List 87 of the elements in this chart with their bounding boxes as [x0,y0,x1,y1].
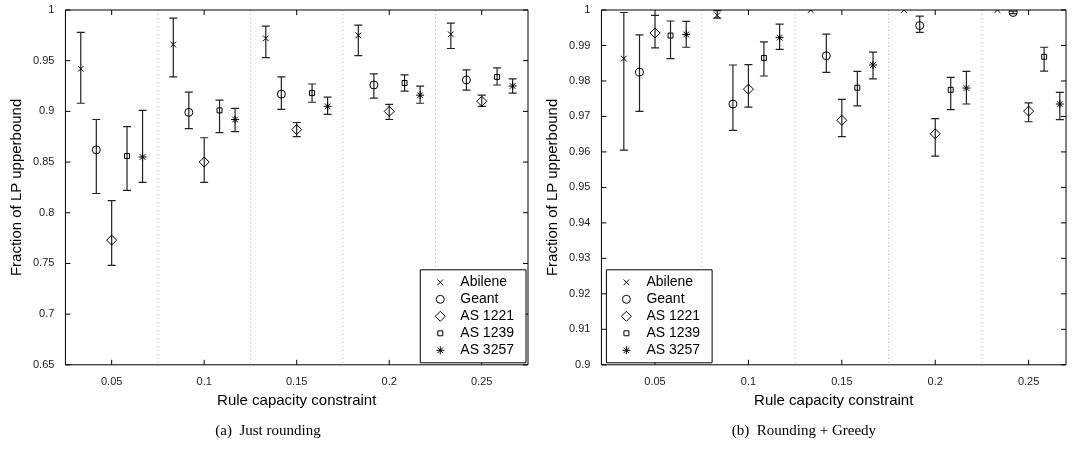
y-tick-label: 1 [48,3,55,16]
point [929,128,941,140]
point [821,51,831,61]
y-tick-label: 1 [584,3,591,16]
point [854,84,861,91]
point [447,31,455,38]
x-tick-label: 0.2 [927,375,943,388]
y-tick-label: 0.75 [32,256,55,269]
x-tick-label: 0.15 [831,375,853,388]
point [262,35,270,42]
legend-label: AS 3257 [646,341,701,358]
y-tick-label: 0.9 [39,104,55,117]
point [354,32,362,39]
point [184,107,194,117]
point [461,75,471,85]
point [77,65,85,73]
x-axis-title: Rule capacity constraint [217,391,378,409]
y-axis-title: Fraction of LP upperbound [7,98,25,277]
y-tick-label: 0.85 [32,155,55,168]
point [309,90,316,97]
x-tick-label: 0.1 [740,375,757,388]
point [667,32,674,39]
text: (b) Rounding + Greedy [730,422,878,439]
point [649,27,661,39]
legend-label: AS 1239 [646,324,701,341]
point [323,101,333,111]
point [1023,105,1035,117]
point [401,80,408,86]
x-axis-title: Rule capacity constraint [754,391,915,409]
point [961,83,971,93]
text: (a) Just rounding [214,422,322,439]
point [383,105,395,117]
x-tick-label: 0.25 [471,375,493,388]
point [742,83,754,95]
legend-label: AS 3257 [460,341,515,358]
point [681,29,691,39]
y-tick-label: 0.92 [568,286,591,299]
point [635,67,645,77]
point [760,54,767,61]
y-axis-title: Fraction of LP upperbound [543,98,561,277]
point [868,60,878,70]
point [620,55,628,62]
x-tick-label: 0.25 [1017,375,1040,388]
point [216,107,223,114]
point [915,21,925,31]
point [1041,53,1048,60]
y-tick-label: 0.65 [32,357,55,370]
legend-label: Abilene [646,273,694,290]
y-tick-label: 0.9 [575,357,591,370]
point [138,152,148,162]
point [494,73,501,80]
x-tick-label: 0.05 [100,375,123,388]
y-tick-label: 0.8 [39,205,55,218]
point [169,41,177,48]
y-tick-label: 0.91 [568,322,591,335]
y-tick-label: 0.95 [568,180,591,193]
point [106,234,118,246]
x-tick-label: 0.2 [381,375,397,388]
point [198,156,210,168]
point [276,89,286,99]
point [836,114,848,126]
x-tick-label: 0.15 [285,375,308,388]
point [230,114,240,124]
x-tick-label: 0.05 [644,375,666,388]
legend-label: Abilene [460,273,508,290]
point [947,86,954,93]
point [1055,99,1065,109]
point [728,99,738,109]
point [124,153,130,159]
y-tick-label: 0.94 [568,215,591,228]
x-tick-label: 0.1 [196,375,212,388]
point [415,90,425,100]
legend-label: AS 1239 [460,324,515,341]
point [369,80,379,90]
legend-label: Geant [460,290,499,307]
y-tick-label: 0.95 [32,53,55,66]
y-tick-label: 0.96 [568,144,591,157]
point [775,33,785,43]
point [91,145,101,155]
legend-label: AS 1221 [460,307,515,324]
y-tick-label: 0.98 [568,73,591,86]
y-tick-label: 0.99 [568,38,591,51]
y-tick-label: 0.93 [568,251,591,264]
legend-label: AS 1221 [646,307,701,324]
y-tick-label: 0.97 [568,109,591,122]
legend-label: Geant [646,290,685,307]
y-tick-label: 0.7 [39,307,55,320]
